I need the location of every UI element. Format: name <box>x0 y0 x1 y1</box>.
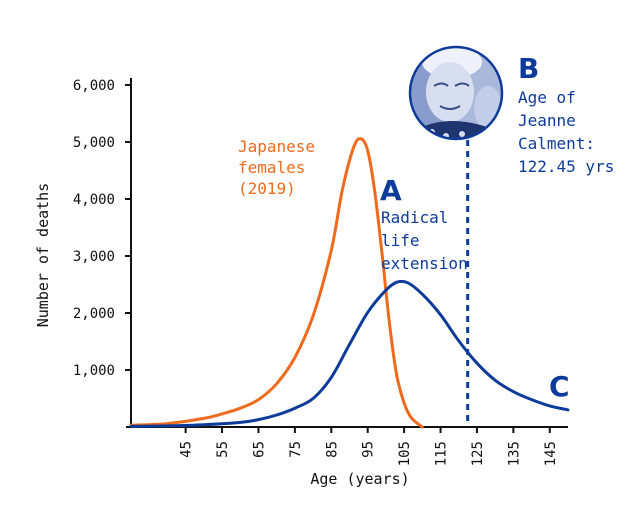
x-tick-label: 145 <box>543 441 559 466</box>
x-tick-label: 45 <box>179 441 195 458</box>
portrait-photo-icon <box>408 45 504 141</box>
annotation-a-text: Radical life extension <box>381 208 468 273</box>
series-label-line: (2019) <box>238 179 296 198</box>
x-tick-label: 65 <box>251 441 267 458</box>
annotation-b-text: Age of Jeanne Calment: 122.45 yrs <box>518 88 614 176</box>
y-axis-title: Number of deaths <box>34 183 52 328</box>
x-tick-label: 55 <box>215 441 231 458</box>
y-tick-label: 6,000 <box>73 78 115 94</box>
x-axis-title: Age (years) <box>310 470 409 488</box>
annotation-line: life <box>381 231 420 250</box>
annotation-line: Radical <box>381 208 448 227</box>
annotation-line: Age of <box>518 88 576 107</box>
x-tick-label: 75 <box>288 441 304 458</box>
y-tick-label: 5,000 <box>73 135 115 151</box>
annotation-line: 122.45 yrs <box>518 157 614 176</box>
annotation-line: Calment: <box>518 134 595 153</box>
annotation-line: extension <box>381 254 468 273</box>
y-tick-label: 1,000 <box>73 363 115 379</box>
annotation-line: Jeanne <box>518 111 576 130</box>
annotation-c-letter: C <box>549 370 570 403</box>
x-tick-label: 135 <box>506 441 522 466</box>
y-tick-label: 3,000 <box>73 249 115 265</box>
series-line-japanese-females <box>129 137 424 429</box>
y-tick-label: 2,000 <box>73 306 115 322</box>
annotation-b-letter: B <box>518 52 539 85</box>
y-ticks: 1,000 2,000 3,000 4,000 5,000 6,000 <box>73 78 131 379</box>
series-label-japanese-females: Japanese females (2019) <box>238 137 325 198</box>
x-tick-label: 105 <box>397 441 413 466</box>
axes <box>126 78 568 428</box>
annotation-a-letter: A <box>380 174 402 207</box>
x-tick-label: 85 <box>324 441 340 458</box>
series-label-line: Japanese <box>238 137 315 156</box>
x-tick-label: 115 <box>434 441 450 466</box>
x-tick-label: 95 <box>361 441 377 458</box>
x-tick-label: 125 <box>470 441 486 466</box>
series-label-line: females <box>238 158 305 177</box>
x-ticks: 45 55 65 75 85 95 105 115 125 135 145 <box>179 427 559 466</box>
series-line-radical-life-extension <box>129 279 570 428</box>
y-tick-label: 4,000 <box>73 192 115 208</box>
